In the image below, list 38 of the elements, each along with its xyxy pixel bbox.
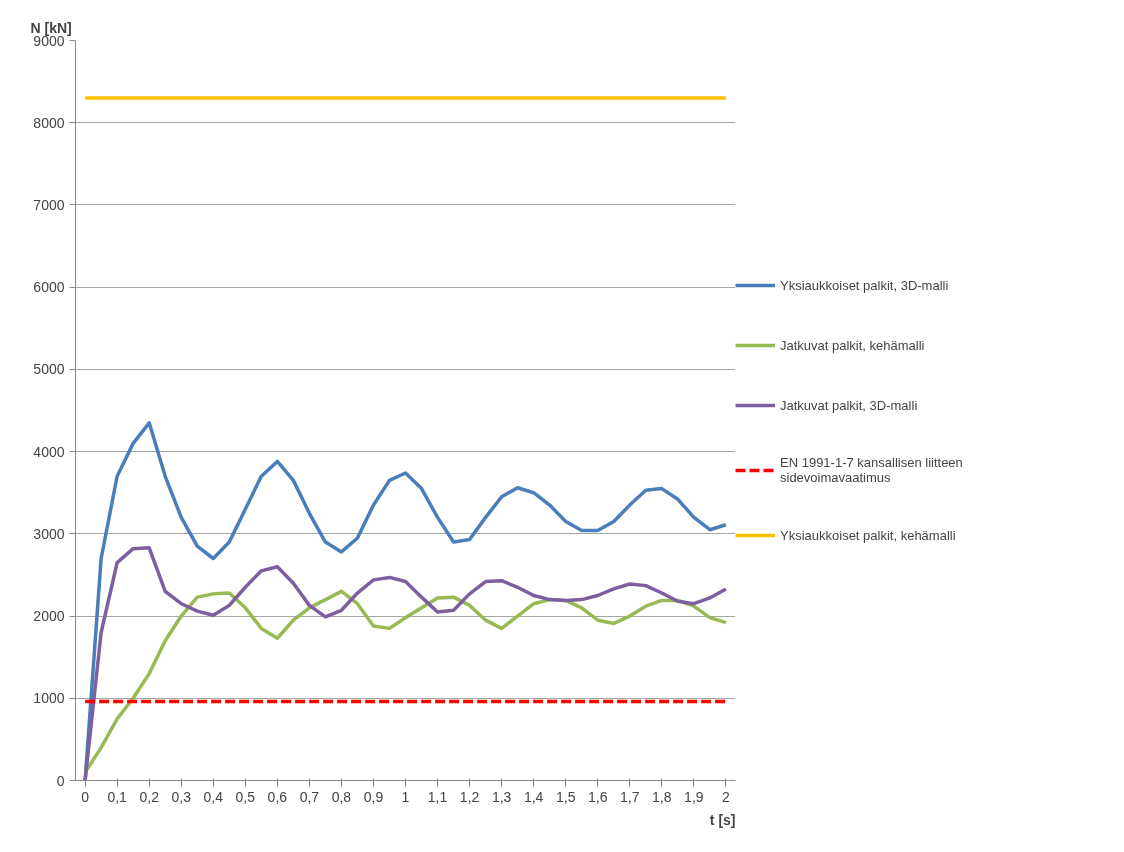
x-tick-label: 1,3 bbox=[491, 788, 512, 805]
x-tick-label: 1,5 bbox=[555, 788, 576, 805]
y-tick-label: 8000 bbox=[33, 114, 65, 131]
x-tick-label: 0,5 bbox=[235, 788, 256, 805]
x-tick-label: 0,1 bbox=[107, 788, 128, 805]
x-tick-label: 1,2 bbox=[459, 788, 480, 805]
y-tick-label: 5000 bbox=[33, 361, 65, 378]
x-tick-label: 1,4 bbox=[523, 788, 544, 805]
x-tick-label: 1,9 bbox=[684, 788, 704, 805]
y-tick-label: 7000 bbox=[33, 196, 65, 213]
x-tick-label: 1,1 bbox=[427, 788, 448, 805]
x-tick-label: 1,7 bbox=[620, 788, 640, 805]
y-tick-label: 4000 bbox=[33, 443, 65, 460]
x-tick-label: 0,2 bbox=[139, 788, 160, 805]
x-tick-label: 0 bbox=[81, 788, 90, 805]
legend-label: Jatkuvat palkit, kehämalli bbox=[780, 337, 925, 353]
y-tick-label: 3000 bbox=[33, 525, 65, 542]
y-tick-label: 6000 bbox=[33, 279, 65, 296]
x-tick-label: 1,8 bbox=[652, 788, 672, 805]
legend-label: Yksiaukkoiset palkit, kehämalli bbox=[780, 527, 956, 543]
x-tick-label: 0,7 bbox=[299, 788, 320, 805]
y-tick-label: 1000 bbox=[33, 690, 65, 707]
line-series bbox=[83, 546, 728, 781]
x-tick-label: 2 bbox=[722, 788, 730, 805]
line-series bbox=[83, 421, 728, 781]
x-tick-label: 0,8 bbox=[331, 788, 352, 805]
x-tick-label: 0,4 bbox=[203, 788, 224, 805]
y-tick-label: 2000 bbox=[33, 608, 65, 625]
legend-label: Yksiaukkoiset palkit, 3D-malli bbox=[780, 277, 949, 293]
y-tick-label: 0 bbox=[56, 772, 65, 789]
x-tick-label: 1 bbox=[401, 788, 410, 805]
x-tick-label: 0,3 bbox=[171, 788, 192, 805]
legend-label: EN 1991-1-7 kansallisen liitteen sidevoimavaatimus bbox=[780, 455, 963, 485]
x-tick-label: 1,6 bbox=[588, 788, 608, 805]
x-tick-label: 0,6 bbox=[267, 788, 288, 805]
legend-label: Jatkuvat palkit, 3D-malli bbox=[780, 397, 918, 413]
x-tick-label: 0,9 bbox=[363, 788, 384, 805]
x-axis-title: t [s] bbox=[709, 811, 736, 828]
